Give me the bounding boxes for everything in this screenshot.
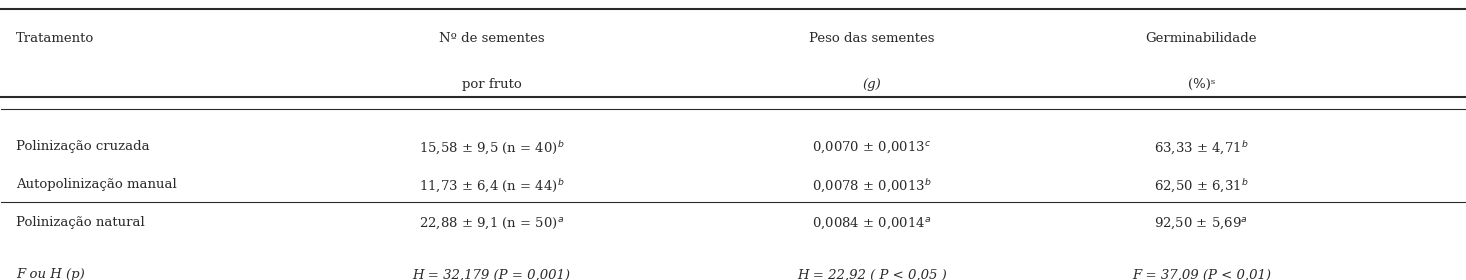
Text: Germinabilidade: Germinabilidade [1145,32,1256,45]
Text: (%)ˢ: (%)ˢ [1187,78,1215,91]
Text: F ou H (p): F ou H (p) [16,268,85,280]
Text: 11,73 ± 6,4 (n = 44)$^{b}$: 11,73 ± 6,4 (n = 44)$^{b}$ [419,178,564,195]
Text: H = 32,179 (P = 0,001): H = 32,179 (P = 0,001) [412,268,570,280]
Text: 22,88 ± 9,1 (n = 50)$^{a}$: 22,88 ± 9,1 (n = 50)$^{a}$ [419,216,564,231]
Text: por fruto: por fruto [462,78,522,91]
Text: H = 22,92 ( P < 0,05 ): H = 22,92 ( P < 0,05 ) [798,268,947,280]
Text: 0,0078 ± 0,0013$^{b}$: 0,0078 ± 0,0013$^{b}$ [812,178,932,195]
Text: Autopolinização manual: Autopolinização manual [16,178,177,191]
Text: Peso das sementes: Peso das sementes [809,32,935,45]
Text: 0,0084 ± 0,0014$^{a}$: 0,0084 ± 0,0014$^{a}$ [812,216,932,231]
Text: 15,58 ± 9,5 (n = 40)$^{b}$: 15,58 ± 9,5 (n = 40)$^{b}$ [419,140,564,157]
Text: 0,0070 ± 0,0013$^{c}$: 0,0070 ± 0,0013$^{c}$ [812,140,932,155]
Text: 63,33 ± 4,71$^{b}$: 63,33 ± 4,71$^{b}$ [1154,140,1249,157]
Text: F = 37,09 (P < 0,01): F = 37,09 (P < 0,01) [1132,268,1271,280]
Text: Nº de sementes: Nº de sementes [438,32,544,45]
Text: (g): (g) [862,78,881,91]
Text: Polinização natural: Polinização natural [16,216,145,229]
Text: Tratamento: Tratamento [16,32,94,45]
Text: 92,50 ± 5,69$^{a}$: 92,50 ± 5,69$^{a}$ [1154,216,1248,231]
Text: 62,50 ± 6,31$^{b}$: 62,50 ± 6,31$^{b}$ [1154,178,1249,195]
Text: Polinização cruzada: Polinização cruzada [16,140,150,153]
